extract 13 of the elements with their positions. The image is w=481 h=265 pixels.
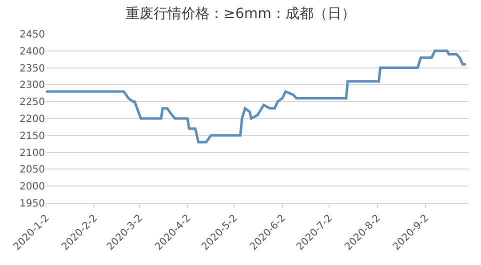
chart-title: 重废行情价格：≥6mm：成都（日）	[126, 6, 356, 22]
y-tick-label: 2100	[20, 148, 45, 159]
y-tick-label: 2000	[20, 182, 45, 193]
y-tick-label: 2250	[20, 97, 45, 108]
y-tick-label: 2150	[20, 130, 45, 142]
y-tick-label: 2350	[20, 63, 45, 74]
y-tick-label: 2200	[20, 114, 45, 125]
y-tick-label: 2400	[20, 46, 45, 58]
y-tick-label: 2050	[20, 164, 45, 176]
y-tick-label: 1950	[20, 198, 45, 210]
y-tick-label: 2300	[20, 80, 45, 92]
y-tick-label: 2450	[20, 30, 45, 40]
line-series	[46, 50, 468, 144]
